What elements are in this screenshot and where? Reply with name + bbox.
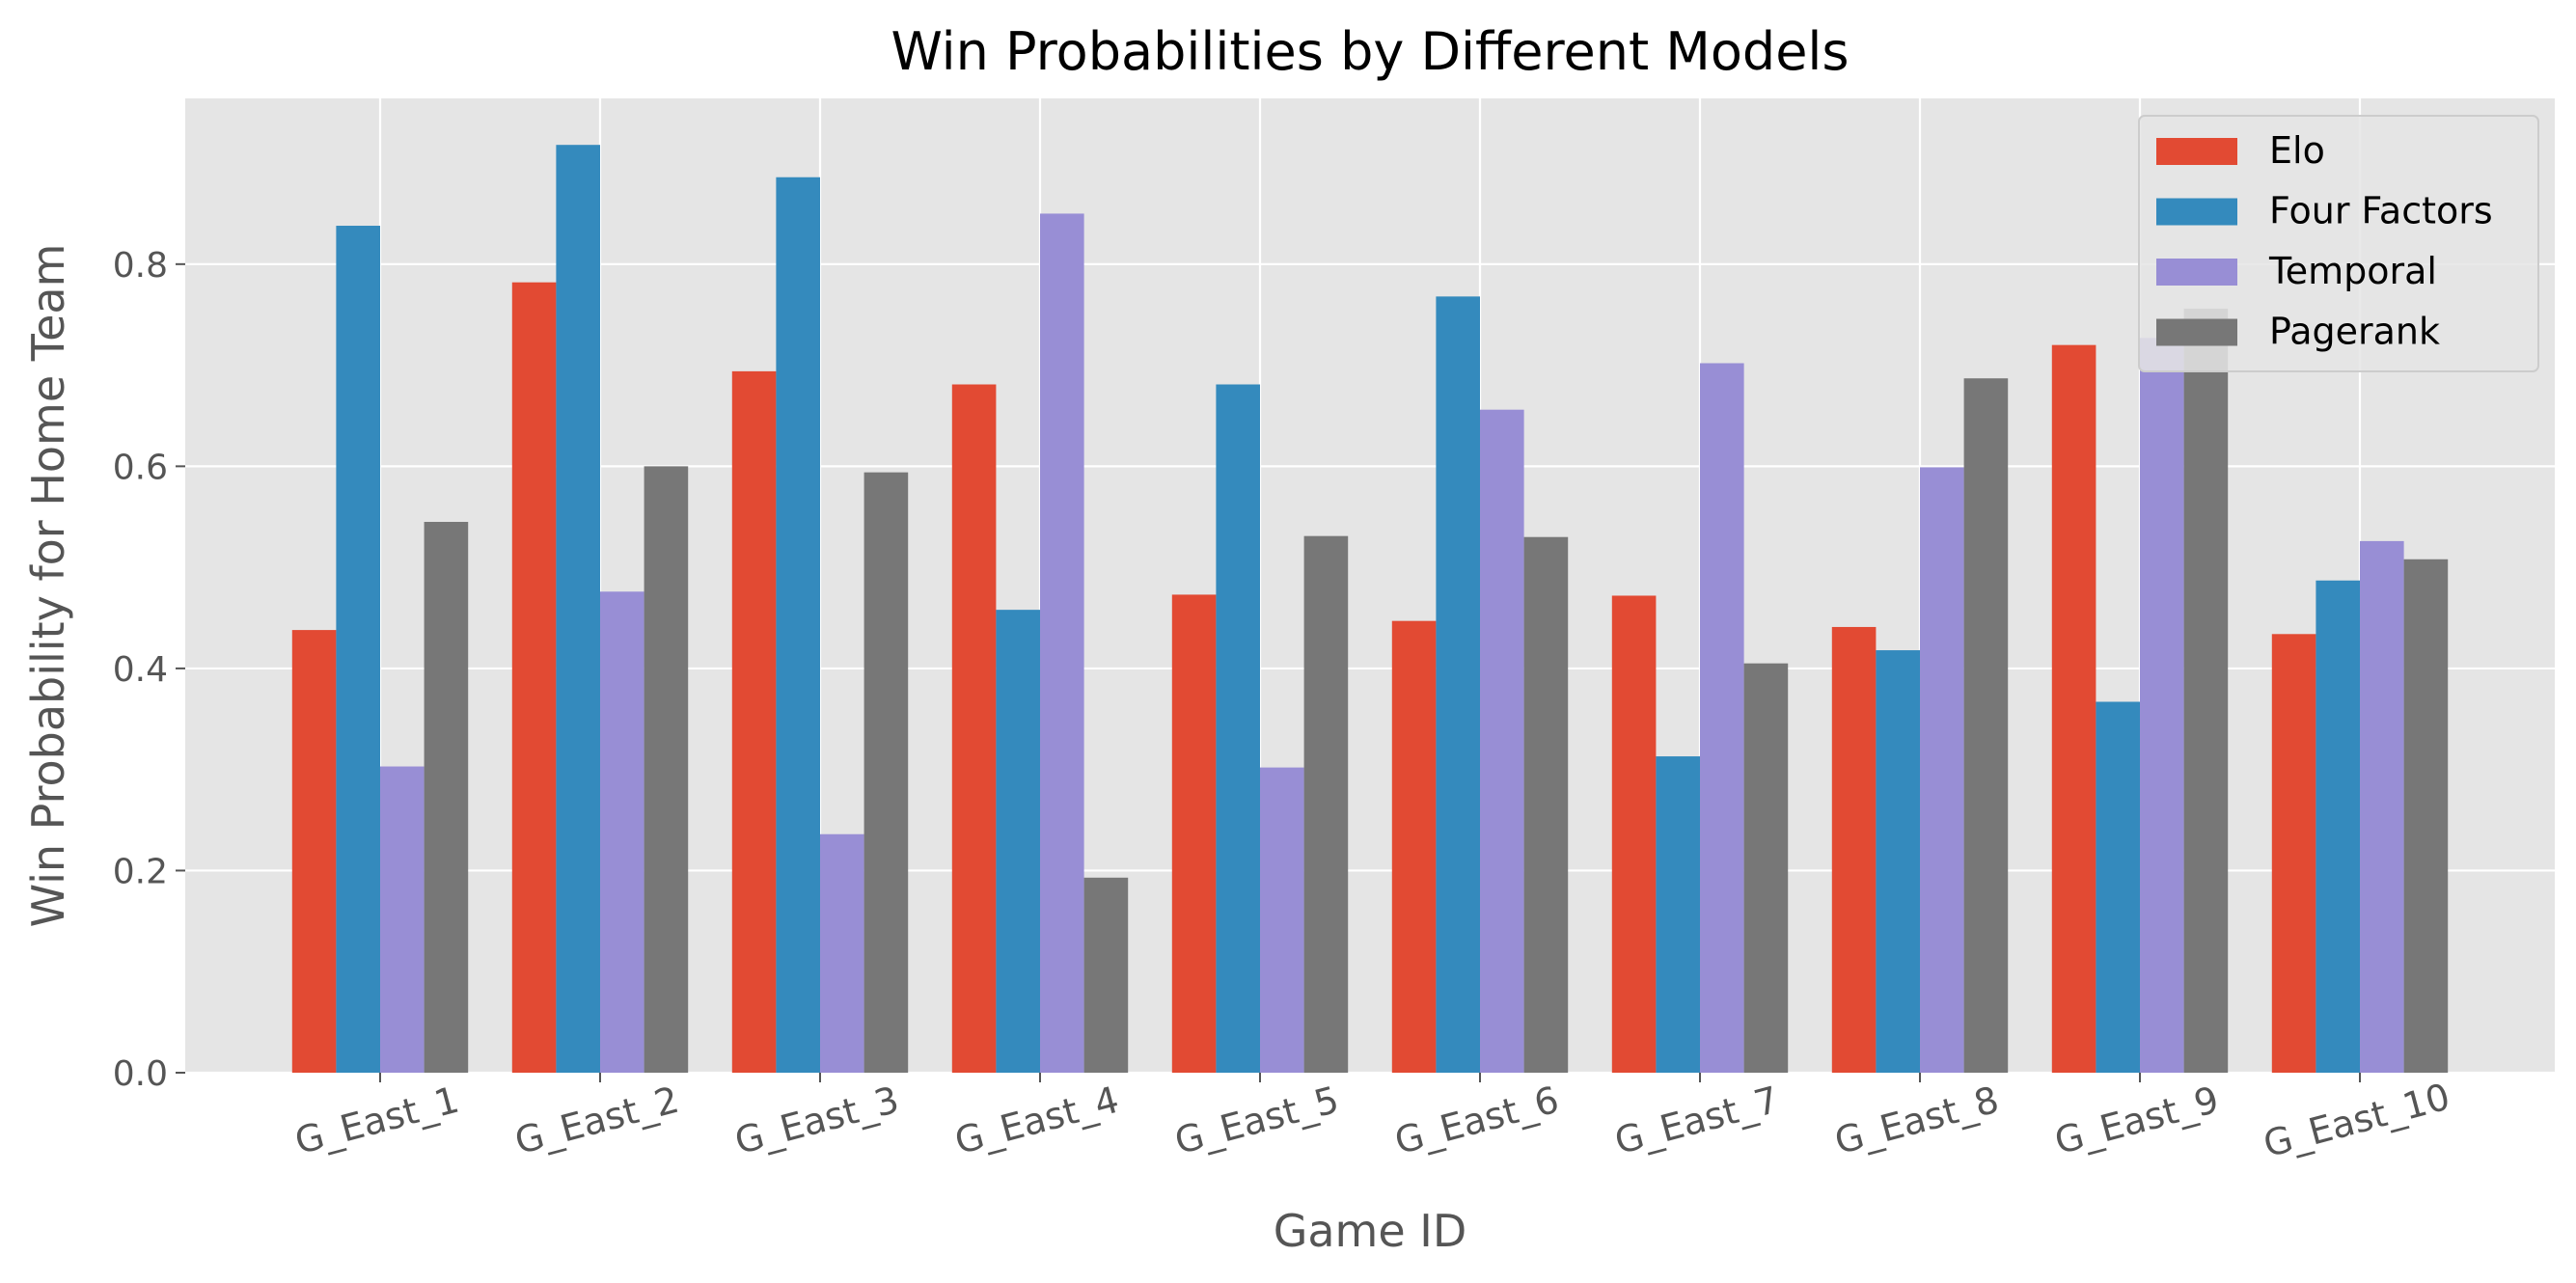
bar	[1700, 363, 1744, 1073]
bar	[1611, 595, 1657, 1073]
legend-label: Pagerank	[2269, 311, 2440, 353]
y-tick-label: 0.8	[113, 246, 168, 286]
legend-swatch	[2156, 138, 2237, 165]
bar	[2271, 634, 2316, 1073]
chart-title: Win Probabilities by Different Models	[891, 21, 1849, 82]
series-pagerank	[424, 308, 2449, 1074]
bar	[556, 145, 600, 1074]
series-four-factors	[336, 145, 2360, 1074]
bar	[951, 384, 997, 1073]
bar	[1523, 536, 1569, 1073]
bar	[1743, 663, 1789, 1073]
bar	[1436, 296, 1480, 1074]
legend-frame	[2138, 115, 2539, 372]
bar	[1920, 467, 1964, 1074]
bar	[1260, 767, 1304, 1073]
legend-swatch	[2156, 259, 2237, 286]
bar	[424, 521, 469, 1073]
y-tick-label: 0.0	[113, 1054, 168, 1094]
bar	[291, 630, 337, 1073]
bar	[2140, 338, 2184, 1073]
bar	[863, 472, 909, 1073]
y-tick-label: 0.6	[113, 448, 168, 487]
bar	[644, 466, 689, 1074]
bar	[1876, 650, 1920, 1073]
bar	[820, 833, 864, 1073]
y-tick-label: 0.4	[113, 650, 168, 690]
bar	[2316, 580, 2360, 1073]
legend-label: Temporal	[2268, 250, 2437, 292]
legend-label: Elo	[2269, 129, 2325, 172]
bar	[996, 610, 1040, 1073]
bar	[2360, 540, 2404, 1073]
bar	[2403, 559, 2449, 1073]
bar	[2096, 701, 2140, 1073]
bar	[1831, 626, 1877, 1073]
legend-label: Four Factors	[2269, 190, 2493, 232]
bars	[291, 145, 2449, 1074]
bar	[511, 282, 557, 1073]
bar	[380, 766, 425, 1073]
bar	[1391, 620, 1437, 1073]
y-axis-label: Win Probability for Home Team	[22, 244, 74, 928]
bar	[1040, 213, 1084, 1074]
bar	[600, 591, 644, 1073]
bar	[1083, 877, 1129, 1073]
bar	[2183, 308, 2229, 1074]
bar	[2051, 344, 2096, 1073]
y-tick-label: 0.2	[113, 852, 168, 891]
bar	[731, 370, 777, 1074]
legend-swatch	[2156, 318, 2237, 346]
legend: Elo Four Factors Temporal Pagerank	[2138, 115, 2539, 372]
bar	[776, 177, 820, 1073]
bar	[336, 226, 380, 1073]
x-axis-label: Game ID	[1274, 1205, 1467, 1257]
bar	[1480, 409, 1524, 1073]
bar	[1963, 378, 2009, 1073]
bar	[1656, 756, 1700, 1073]
series-elo	[291, 282, 2316, 1074]
bar	[1216, 384, 1260, 1073]
legend-swatch	[2156, 198, 2237, 226]
series-temporal	[380, 213, 2404, 1074]
bar	[1303, 535, 1349, 1073]
bar	[1171, 594, 1217, 1073]
